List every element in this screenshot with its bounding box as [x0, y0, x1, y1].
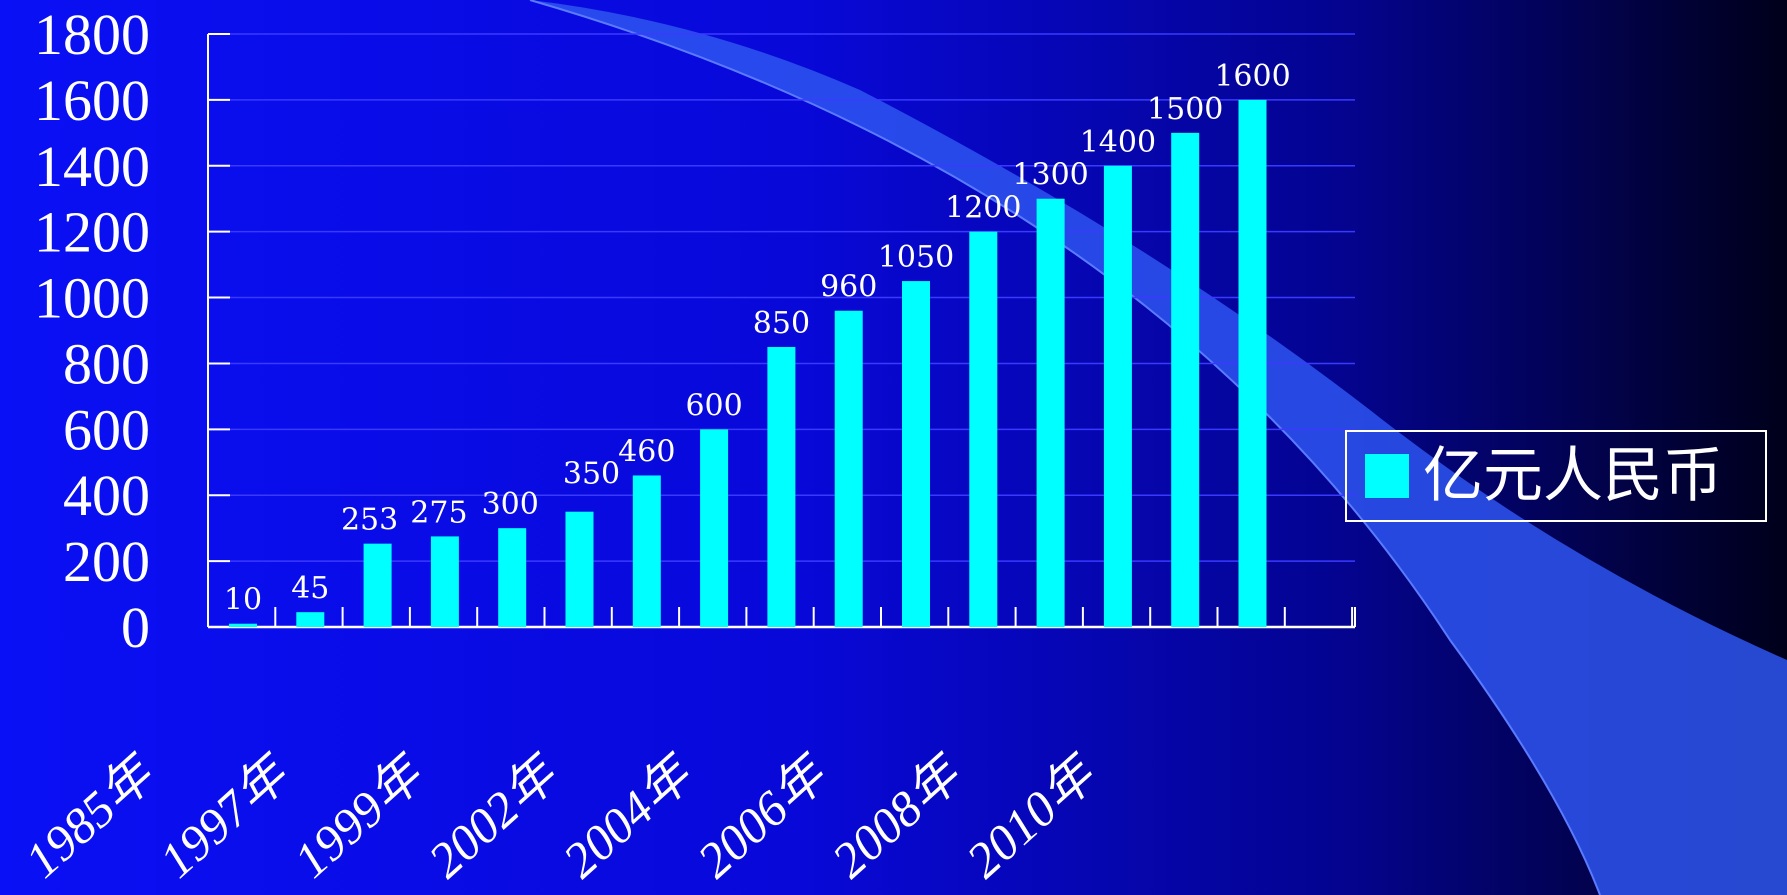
x-tick-label: 1985年 [14, 743, 167, 888]
bar [1103, 165, 1132, 627]
data-label: 275 [410, 495, 467, 530]
data-label: 960 [820, 270, 877, 305]
bar [969, 231, 998, 627]
x-tick-label: 2008年 [821, 743, 974, 888]
data-label: 45 [291, 571, 329, 606]
bar [1238, 99, 1267, 627]
x-tick-label: 1997年 [149, 743, 302, 888]
bar [902, 281, 930, 627]
data-label: 300 [482, 487, 539, 522]
legend-label: 亿元人民币 [1423, 441, 1723, 511]
bars [229, 99, 1267, 628]
y-tick-label: 1000 [34, 266, 150, 331]
data-label: 350 [563, 457, 620, 492]
y-tick-label: 1600 [34, 68, 150, 133]
y-tick-label: 1400 [34, 134, 150, 199]
y-tick-label: 600 [63, 397, 150, 462]
bar [700, 429, 729, 627]
x-tick-label: 2006年 [687, 743, 840, 888]
bar [632, 475, 661, 627]
gridlines [208, 33, 1355, 562]
data-label: 1500 [1147, 92, 1223, 127]
x-tick-label: 1999年 [283, 743, 436, 888]
data-label: 1200 [945, 191, 1021, 226]
x-tick-label: 2002年 [418, 743, 571, 888]
data-label: 253 [341, 503, 398, 538]
bar [430, 536, 459, 627]
bar [565, 511, 594, 627]
data-label: 1600 [1214, 59, 1290, 94]
y-tick-label: 400 [63, 463, 150, 528]
x-tick-label: 2010年 [956, 743, 1109, 888]
y-tick-label: 1200 [34, 200, 150, 265]
bar [834, 310, 863, 627]
data-label: 10 [224, 583, 262, 618]
data-label: 1400 [1080, 125, 1156, 160]
y-tick-label: 0 [121, 595, 150, 660]
y-tick-label: 800 [63, 331, 150, 396]
legend-swatch [1365, 454, 1409, 498]
x-tick-label: 2004年 [552, 743, 705, 888]
bar [498, 528, 527, 627]
data-label: 1300 [1012, 158, 1088, 193]
data-label: 1050 [878, 240, 954, 275]
legend: 亿元人民币 [1345, 430, 1767, 522]
data-label: 460 [618, 434, 675, 469]
y-tick-label: 200 [63, 529, 150, 594]
data-label: 600 [685, 388, 742, 423]
bar [363, 543, 392, 627]
bar [229, 623, 257, 627]
bar [296, 612, 325, 627]
bar [1036, 198, 1065, 627]
y-tick-label: 1800 [34, 2, 150, 67]
bar [1171, 132, 1200, 628]
bar [767, 346, 796, 627]
data-label: 850 [753, 306, 810, 341]
